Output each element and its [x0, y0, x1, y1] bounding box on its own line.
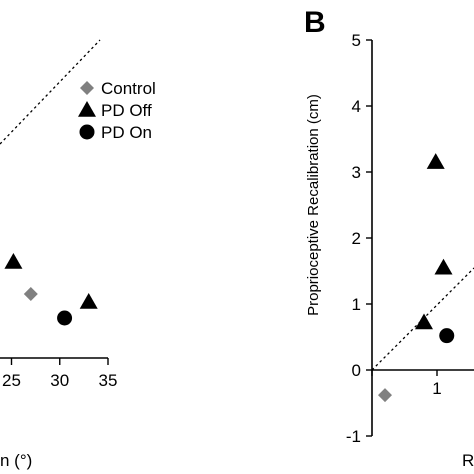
legend-marker-triangle: [78, 101, 96, 117]
left-point-triangle: [4, 253, 23, 269]
right-point-triangle: [426, 153, 445, 169]
right-point-triangle: [415, 313, 433, 330]
right-y-tick-label: 4: [352, 97, 361, 116]
right-y-tick-label: 0: [352, 361, 361, 380]
right-points: [378, 153, 455, 403]
right-y-tick-label: 5: [352, 31, 361, 50]
legend-label: Control: [101, 79, 156, 98]
right-panel: B -1 0 1 2 3 4 5 1 Proprioceptive Recalibratio…: [304, 6, 474, 470]
legend-marker-diamond: [80, 81, 94, 95]
legend-label: PD On: [101, 123, 152, 142]
left-point-circle: [57, 310, 73, 326]
right-point-circle: [439, 328, 455, 344]
left-x-tick-label: 35: [99, 371, 118, 390]
left-panel: 25 30 35 n (°): [0, 39, 117, 470]
right-y-tick-label: 2: [352, 229, 361, 248]
right-y-ticks: -1 0 1 2 3 4 5: [346, 31, 372, 446]
right-point-triangle: [434, 258, 453, 275]
legend-label: PD Off: [101, 101, 152, 120]
left-points: [4, 253, 98, 326]
legend: Control PD Off PD On: [78, 79, 156, 142]
legend-marker-circle: [79, 124, 95, 140]
right-y-tick-label: -1: [346, 427, 361, 446]
right-y-axis-title: Proprioceptive Recalibration (cm): [305, 94, 322, 316]
panel-letter-b: B: [304, 6, 326, 39]
left-x-ticks: 25 30 35: [2, 358, 117, 390]
left-x-tick-label: 30: [50, 371, 69, 390]
left-point-diamond: [23, 287, 38, 301]
left-reference-line: [0, 39, 101, 145]
right-x-tick-label: 1: [432, 379, 441, 398]
left-point-triangle: [79, 293, 98, 309]
left-x-tick-label: 25: [2, 371, 21, 390]
right-point-diamond: [378, 388, 392, 403]
right-y-tick-label: 1: [352, 295, 361, 314]
left-x-axis-title: n (°): [0, 451, 32, 470]
right-y-tick-label: 3: [352, 163, 361, 182]
right-x-axis-title: R: [462, 451, 474, 470]
right-x-ticks: 1: [371, 370, 442, 398]
